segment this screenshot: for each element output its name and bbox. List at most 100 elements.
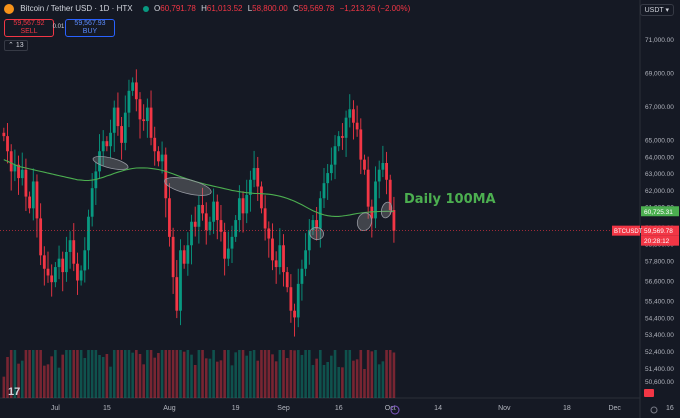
candle-body [337, 136, 341, 147]
candle-body [311, 220, 315, 231]
candle-body [300, 268, 304, 284]
scroll-to-realtime-icon[interactable] [644, 389, 654, 397]
candle-body [252, 168, 256, 180]
candle-body [168, 198, 171, 237]
volume-bar [245, 355, 249, 398]
volume-bar [116, 350, 120, 398]
volume-bar [201, 350, 204, 398]
volume-bar [219, 360, 223, 398]
y-tick-label: 50,600.00 [645, 379, 674, 386]
currency-label: USDT [644, 7, 664, 14]
candle-body [366, 169, 370, 207]
buy-button[interactable]: 59,567.93 BUY [65, 19, 115, 37]
candle-body [123, 112, 127, 143]
candle-body [278, 245, 282, 268]
volume-bar [285, 358, 289, 398]
y-tick-label: 53,400.00 [645, 332, 674, 339]
volume-bar [344, 350, 348, 398]
price-label-box [641, 225, 679, 236]
spread-value: 0.01 [52, 24, 65, 30]
candle-body [245, 194, 249, 214]
volume-bar [76, 350, 79, 398]
candle-body [179, 250, 182, 311]
volume-bar [311, 365, 315, 398]
candle-body [370, 206, 374, 219]
volume-bar [256, 360, 260, 398]
volume-bar [72, 350, 76, 398]
candle-body [201, 204, 204, 214]
candle-body [263, 208, 267, 229]
market-open-icon [142, 5, 149, 12]
candle-body [138, 99, 142, 120]
candle-body [381, 163, 385, 170]
volume-bar [263, 350, 267, 398]
candle-body [256, 168, 260, 187]
volume-bar [28, 350, 31, 398]
candle-body [72, 240, 76, 264]
x-tick-label: Oct [385, 405, 396, 412]
candle-body [13, 164, 17, 172]
volume-bar [149, 350, 153, 398]
volume-bar [274, 361, 278, 398]
volume-bar [65, 350, 68, 398]
volume-bar [101, 357, 105, 398]
close-label: C [292, 4, 299, 13]
volume-bar [120, 350, 123, 398]
currency-selector[interactable]: USDT ▾ [639, 4, 674, 16]
candle-body [157, 151, 160, 162]
volume-bar [146, 350, 149, 398]
symbol-label-box [612, 225, 640, 236]
close-value: 59,569.78 [298, 4, 335, 13]
price-label-box [641, 206, 679, 217]
volume-bar [204, 358, 208, 398]
replay-icon[interactable] [390, 405, 400, 415]
price-label: 59,569.78 [644, 228, 673, 235]
settings-gear-icon[interactable] [650, 406, 658, 414]
candle-body [35, 181, 39, 219]
x-tick-label: Sep [277, 405, 290, 412]
candle-body [271, 238, 274, 261]
candle-body [193, 221, 197, 227]
candle-body [28, 196, 31, 209]
change-value: −1,213.26 (−2.00%) [339, 4, 411, 13]
candle-body [282, 245, 285, 273]
candle-body [175, 277, 179, 311]
candle-body [219, 220, 223, 232]
y-tick-label: 56,600.00 [645, 279, 674, 286]
candle-body [153, 137, 157, 152]
sell-button[interactable]: 59,567.92 SELL [4, 19, 54, 37]
candle-body [61, 258, 65, 273]
candle-body [42, 255, 46, 269]
indicators-toggle[interactable]: ⌃ 13 [4, 40, 28, 51]
volume-bar [208, 358, 212, 398]
volume-bar [168, 350, 171, 398]
candle-body [68, 240, 72, 252]
candle-body [46, 268, 50, 276]
volume-bar [197, 350, 201, 398]
y-tick-label: 51,400.00 [645, 366, 674, 373]
x-tick-label: 16 [335, 405, 343, 412]
candle-body [326, 173, 330, 184]
volume-bar [366, 350, 370, 398]
buy-label: BUY [82, 28, 98, 35]
open-value: 60,791.78 [160, 4, 196, 13]
volume-bar [377, 364, 381, 398]
candle-body [17, 164, 20, 179]
sell-price: 59,567.92 [13, 20, 45, 27]
candle-body [87, 216, 90, 251]
candle-body [289, 287, 293, 311]
volume-bar [46, 364, 50, 398]
volume-bar [190, 354, 193, 398]
volume-bar [282, 350, 285, 398]
volume-bar [289, 350, 293, 398]
y-tick-label: 69,000.00 [645, 70, 674, 77]
high-label: H [201, 4, 207, 13]
y-tick-label: 67,000.00 [645, 104, 674, 111]
y-tick-label: 63,000.00 [645, 171, 674, 178]
symbol-title[interactable]: Bitcoin / Tether USD · 1D · HTX [20, 4, 133, 13]
volume-bar [322, 365, 326, 398]
candle-body [355, 122, 359, 130]
candle-body [293, 310, 296, 318]
volume-bar [24, 350, 28, 398]
